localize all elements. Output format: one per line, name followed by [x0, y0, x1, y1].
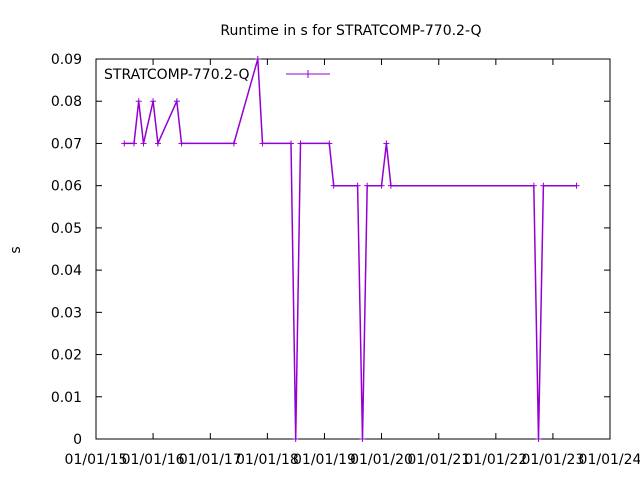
y-tick-label: 0.04	[51, 263, 82, 279]
y-tick-label: 0.07	[51, 136, 82, 152]
y-tick-label: 0.08	[51, 94, 82, 110]
y-axis-ticks: 0 0.01 0.02 0.03 0.04 0.05 0.06 0.07 0.08 0.09	[51, 52, 610, 448]
x-tick-label: 01/01/19	[293, 452, 356, 468]
plot-frame	[95, 58, 611, 440]
x-tick-label: 01/01/23	[521, 452, 584, 468]
y-axis-label: s	[8, 246, 24, 253]
x-tick-label: 01/01/17	[179, 452, 242, 468]
y-tick-label: 0.09	[51, 52, 82, 68]
x-tick-label: 01/01/22	[464, 452, 527, 468]
y-tick-label: 0.03	[51, 305, 82, 321]
series-layer	[121, 56, 580, 442]
y-tick-label: 0.05	[51, 221, 82, 237]
x-tick-label: 01/01/16	[122, 452, 185, 468]
x-tick-label: 01/01/21	[407, 452, 470, 468]
x-tick-label: 01/01/15	[65, 452, 128, 468]
y-tick-label: 0.06	[51, 179, 82, 195]
legend-label: STRATCOMP-770.2-Q	[104, 67, 250, 83]
x-tick-label: 01/01/24	[579, 452, 640, 468]
y-tick-label: 0	[73, 432, 82, 448]
legend: STRATCOMP-770.2-Q	[104, 67, 330, 83]
series-line	[124, 58, 577, 440]
x-tick-label: 01/01/20	[350, 452, 413, 468]
y-tick-label: 0.02	[51, 348, 82, 364]
y-tick-label: 0.01	[51, 390, 82, 406]
x-axis-ticks: 01/01/1501/01/1601/01/1701/01/1801/01/19…	[65, 59, 640, 468]
chart-title: Runtime in s for STRATCOMP-770.2-Q	[220, 23, 481, 39]
x-tick-label: 01/01/18	[236, 452, 299, 468]
